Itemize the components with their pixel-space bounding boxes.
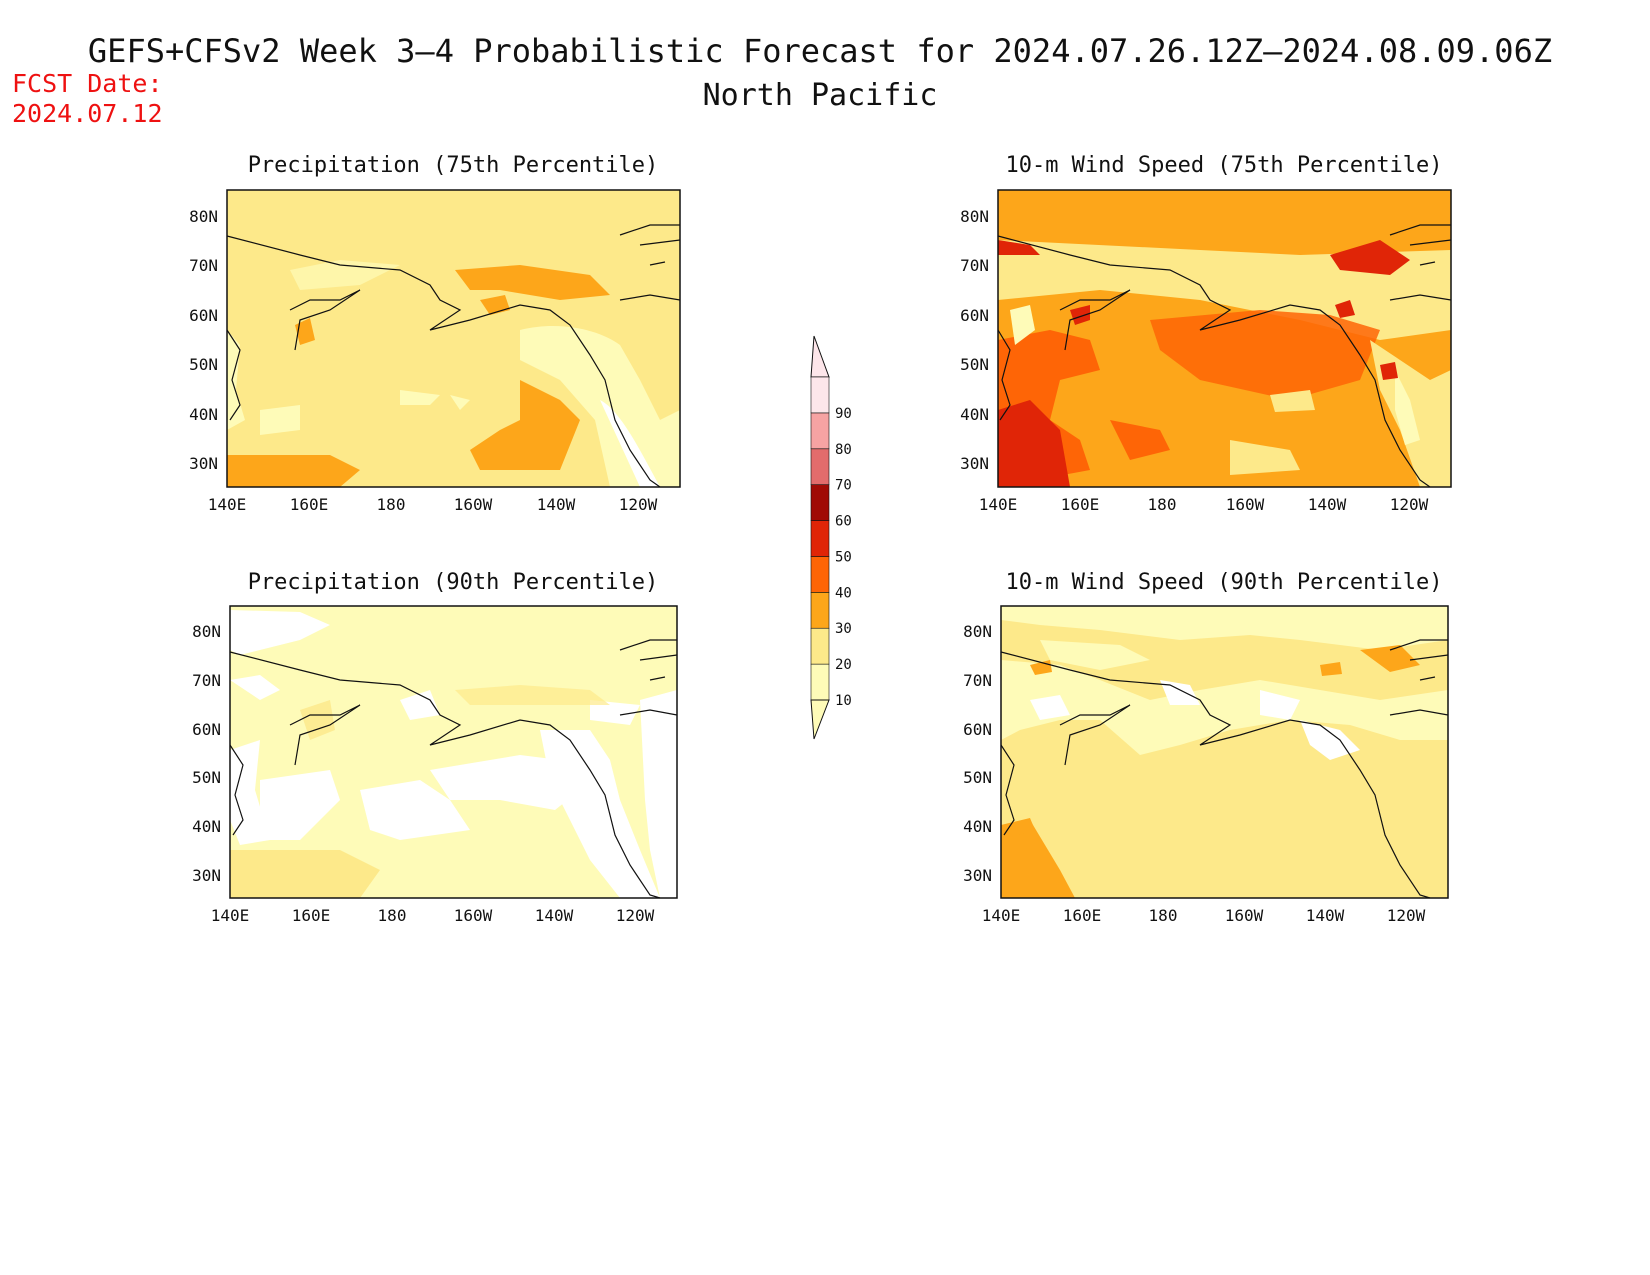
colorbar-level-label: 20 <box>835 657 852 673</box>
lon-axis: 140E 160E 180 160W 140W 120W <box>979 495 1429 514</box>
map-frame <box>997 189 1452 488</box>
panel-title: 10-m Wind Speed (90th Percentile) <box>1005 570 1442 595</box>
lat-label: 60N <box>192 720 221 739</box>
lat-label: 50N <box>192 768 221 787</box>
colorbar-swatch <box>810 376 830 414</box>
lon-label: 120W <box>1387 906 1426 925</box>
lat-label: 40N <box>963 817 992 836</box>
colorbar-swatch <box>810 663 830 701</box>
lat-label: 80N <box>192 622 221 641</box>
main-title: GEFS+CFSv2 Week 3–4 Probabilistic Foreca… <box>88 32 1552 70</box>
colorbar-swatch <box>810 484 830 521</box>
lon-label: 140E <box>982 906 1021 925</box>
lon-label: 160W <box>454 495 493 514</box>
lon-label: 140W <box>535 906 574 925</box>
lat-label: 70N <box>192 671 221 690</box>
lat-label: 50N <box>189 355 218 374</box>
colorbar-swatch <box>810 627 830 665</box>
lon-label: 120W <box>616 906 655 925</box>
lat-label: 50N <box>960 355 989 374</box>
lon-label: 160W <box>454 906 493 925</box>
map-frame <box>229 605 678 899</box>
lat-label: 40N <box>192 817 221 836</box>
colorbar-swatch <box>810 448 830 485</box>
lon-label: 180 <box>377 495 406 514</box>
map-field <box>1000 606 1449 899</box>
colorbar-bottom-arrow <box>810 699 830 740</box>
lon-label: 160E <box>1061 495 1100 514</box>
lon-label: 160E <box>290 495 329 514</box>
panel-wind-75: 10-m Wind Speed (75th Percentile) <box>960 153 1452 514</box>
lat-label: 60N <box>960 306 989 325</box>
lon-label: 120W <box>619 495 658 514</box>
panel-title: 10-m Wind Speed (75th Percentile) <box>1005 153 1442 178</box>
panel-precip-90: Precipitation (90th Percentile) 80N <box>192 570 678 925</box>
panel-wind-90: 10-m Wind Speed (90th Percentile) 80N 70… <box>963 570 1449 925</box>
lat-label: 80N <box>960 207 989 226</box>
lon-label: 140E <box>208 495 247 514</box>
lon-label: 140E <box>979 495 1018 514</box>
lat-label: 30N <box>192 866 221 885</box>
lat-label: 80N <box>189 207 218 226</box>
lon-label: 160W <box>1225 906 1264 925</box>
lat-label: 60N <box>963 720 992 739</box>
lat-label: 70N <box>963 671 992 690</box>
lon-label: 160E <box>292 906 331 925</box>
lon-label: 180 <box>1149 906 1178 925</box>
lat-axis: 80N 70N 60N 50N 40N 30N <box>963 622 992 885</box>
lat-axis: 80N 70N 60N 50N 40N 30N <box>189 207 218 473</box>
lon-axis: 140E 160E 180 160W 140W 120W <box>208 495 658 514</box>
map-field <box>229 606 678 899</box>
colorbar-swatch <box>810 592 830 629</box>
lat-label: 70N <box>189 256 218 275</box>
colorbar-level-label: 30 <box>835 621 852 637</box>
fcst-date-label: FCST Date: <box>12 69 163 98</box>
colorbar-level-label: 60 <box>835 514 852 530</box>
lon-label: 140E <box>211 906 250 925</box>
lon-label: 180 <box>378 906 407 925</box>
fcst-date-value: 2024.07.12 <box>12 99 163 128</box>
lon-axis: 140E 160E 180 160W 140W 120W <box>982 906 1426 925</box>
map-field <box>997 190 1452 488</box>
colorbar-swatch <box>810 520 830 557</box>
colorbar-level-label: 10 <box>835 693 852 709</box>
map-field <box>226 190 681 488</box>
panel-title: Precipitation (90th Percentile) <box>248 570 659 595</box>
colorbar-swatch <box>810 556 830 593</box>
lat-label: 30N <box>189 454 218 473</box>
lon-label: 160W <box>1226 495 1265 514</box>
colorbar-level-label: 80 <box>835 442 852 458</box>
map-frame <box>226 189 681 488</box>
lat-label: 50N <box>963 768 992 787</box>
lat-label: 30N <box>963 866 992 885</box>
lat-axis: 80N 70N 60N 50N 40N 30N <box>192 622 221 885</box>
colorbar-level-label: 40 <box>835 585 852 601</box>
lat-label: 40N <box>960 405 989 424</box>
colorbar-level-label: 90 <box>835 406 852 422</box>
colorbar-top-arrow <box>810 335 830 378</box>
colorbar: 10 20 30 40 50 60 70 80 90 <box>810 335 852 740</box>
lon-axis: 140E 160E 180 160W 140W 120W <box>211 906 655 925</box>
panel-precip-75: Precipitation (75th Percentile) 80N 70N <box>189 153 681 514</box>
lon-label: 120W <box>1390 495 1429 514</box>
lat-label: 70N <box>960 256 989 275</box>
lon-label: 140W <box>537 495 576 514</box>
lat-label: 30N <box>960 454 989 473</box>
colorbar-swatch <box>810 412 830 450</box>
lon-label: 140W <box>1306 906 1345 925</box>
lat-label: 40N <box>189 405 218 424</box>
lat-label: 80N <box>963 622 992 641</box>
lon-label: 160E <box>1063 906 1102 925</box>
lon-label: 180 <box>1148 495 1177 514</box>
map-frame <box>1000 605 1449 899</box>
lat-label: 60N <box>189 306 218 325</box>
subtitle: North Pacific <box>703 78 938 113</box>
panel-title: Precipitation (75th Percentile) <box>248 153 659 178</box>
lon-label: 140W <box>1308 495 1347 514</box>
colorbar-level-label: 50 <box>835 549 852 565</box>
colorbar-level-label: 70 <box>835 478 852 494</box>
lat-axis: 80N 70N 60N 50N 40N 30N <box>960 207 989 473</box>
